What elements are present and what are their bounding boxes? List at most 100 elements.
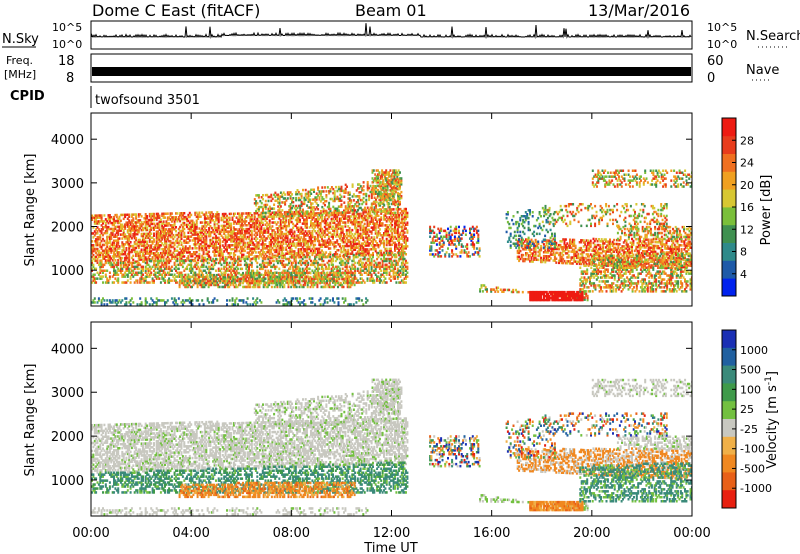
power-cell <box>222 275 225 279</box>
power-cell <box>363 230 366 234</box>
power-cell <box>166 261 169 265</box>
power-cell <box>329 243 332 246</box>
power-cell <box>354 255 357 259</box>
power-cell <box>264 269 267 272</box>
power-cell <box>144 271 147 274</box>
power-cell <box>228 222 231 225</box>
power-cell <box>166 222 169 225</box>
power-cell <box>297 220 300 224</box>
power-cell <box>290 216 293 220</box>
power-cell <box>194 231 197 234</box>
power-cell <box>161 222 164 225</box>
power-cell <box>297 250 300 253</box>
power-cell <box>263 255 266 259</box>
power-cell <box>399 221 402 225</box>
power-cell <box>289 218 292 222</box>
power-cell <box>239 237 242 241</box>
power-cell <box>400 235 403 238</box>
power-cell <box>170 255 173 258</box>
power-cell <box>282 263 285 267</box>
power-cell <box>296 242 299 245</box>
power-cell <box>257 257 260 260</box>
power-cell <box>283 222 286 226</box>
power-cell <box>129 221 132 224</box>
power-cell <box>388 271 391 274</box>
power-cell <box>345 250 348 254</box>
power-cell <box>92 247 95 251</box>
power-cell <box>267 248 270 252</box>
power-cell <box>250 214 253 217</box>
power-cell <box>143 220 146 224</box>
power-cell <box>395 217 398 221</box>
power-cell <box>260 249 263 252</box>
power-cell <box>300 255 303 259</box>
power-cell <box>178 285 181 289</box>
power-cell <box>392 277 395 280</box>
power-cell <box>290 236 293 239</box>
power-cell <box>226 261 228 265</box>
power-cell <box>325 213 328 217</box>
power-cell <box>150 267 153 271</box>
power-cell <box>292 256 295 259</box>
power-cell <box>164 228 166 231</box>
power-cell <box>286 224 289 228</box>
power-cell <box>164 236 166 239</box>
power-cell <box>104 222 107 225</box>
power-cell <box>159 240 162 243</box>
power-cell <box>268 271 271 275</box>
power-cell <box>132 261 135 265</box>
power-cell <box>173 257 176 260</box>
power-cell <box>384 224 387 227</box>
power-cell <box>217 277 220 281</box>
power-cell <box>349 209 352 212</box>
power-cell <box>104 251 107 254</box>
power-cell <box>378 249 381 253</box>
power-cell <box>166 230 169 233</box>
power-cell <box>268 213 271 216</box>
power-cell <box>344 273 347 276</box>
power-cell <box>194 265 197 269</box>
power-cell <box>330 233 333 236</box>
power-cell <box>139 219 142 222</box>
power-cell <box>366 250 369 253</box>
power-heatmap <box>91 169 692 306</box>
power-cell <box>343 253 345 257</box>
power-cell <box>398 249 401 252</box>
power-cell <box>194 237 197 240</box>
power-cell <box>139 277 142 280</box>
power-cell <box>312 251 315 255</box>
power-cell <box>380 208 383 211</box>
power-cell <box>122 229 125 232</box>
power-cell <box>392 218 395 221</box>
power-cell <box>402 249 405 252</box>
power-cell <box>168 232 171 235</box>
power-cell <box>213 254 216 257</box>
power-cell <box>125 247 128 250</box>
power-cell <box>140 279 143 282</box>
power-cell <box>304 267 307 271</box>
power-cell <box>289 267 292 271</box>
power-cell <box>217 216 220 220</box>
power-cell <box>347 244 350 248</box>
power-cell <box>298 277 301 281</box>
power-cell <box>228 285 231 289</box>
power-cell <box>351 240 354 244</box>
power-cell <box>188 225 191 229</box>
power-cell <box>329 271 332 274</box>
power-cell <box>406 267 409 271</box>
power-cell <box>197 275 200 279</box>
power-cell <box>267 250 270 254</box>
power-cell <box>219 269 222 272</box>
power-cell <box>227 263 230 267</box>
power-cell <box>208 273 211 277</box>
power-cell <box>189 275 192 279</box>
power-cell <box>359 244 362 247</box>
power-cell <box>301 230 304 233</box>
power-cell <box>170 273 173 276</box>
power-cell <box>196 281 199 285</box>
power-cell <box>315 212 318 215</box>
power-cell <box>203 238 206 242</box>
power-cell <box>124 235 127 238</box>
power-cell <box>359 214 362 218</box>
power-cell <box>322 269 325 272</box>
